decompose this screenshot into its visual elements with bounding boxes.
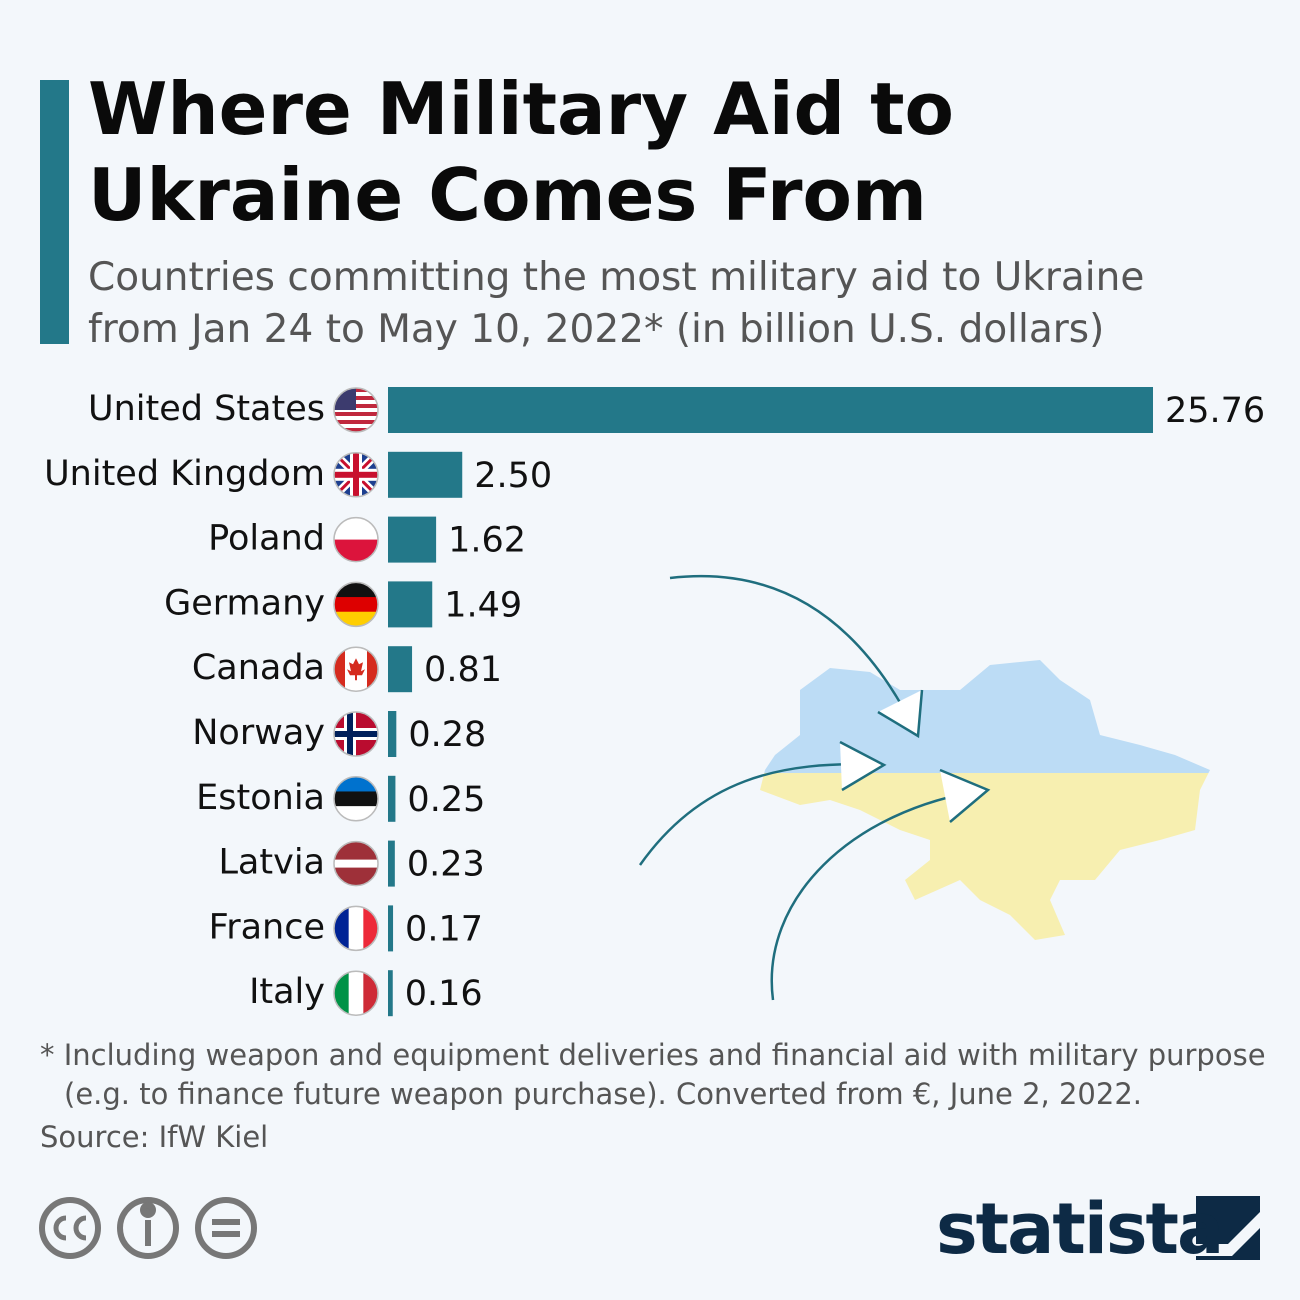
flag-part bbox=[356, 647, 368, 692]
flag-shapes bbox=[334, 517, 378, 562]
bar bbox=[388, 646, 413, 693]
flag-part bbox=[334, 428, 378, 432]
flag-part bbox=[334, 731, 378, 737]
logo-mark bbox=[1196, 1196, 1260, 1260]
flag-part bbox=[348, 906, 364, 951]
category-label: Estonia bbox=[196, 778, 325, 818]
flag-ring bbox=[333, 905, 379, 952]
flag-ring bbox=[333, 387, 379, 433]
logo: statista bbox=[936, 1188, 1224, 1270]
flag-part bbox=[334, 412, 378, 417]
value-label: 0.28 bbox=[408, 715, 486, 755]
flag-ring bbox=[333, 516, 379, 563]
value-label: 0.16 bbox=[405, 974, 483, 1014]
flag-part bbox=[334, 776, 378, 792]
source: Source: IfW Kiel bbox=[40, 1120, 269, 1154]
category-label: Poland bbox=[208, 519, 325, 559]
chart-title: Where Military Aid to Ukraine Comes From bbox=[88, 67, 955, 237]
flag-part bbox=[334, 597, 378, 613]
category-label: United States bbox=[88, 389, 325, 429]
value-label: 2.50 bbox=[474, 456, 552, 496]
flag-part bbox=[347, 658, 365, 681]
flag-part bbox=[334, 859, 378, 868]
chart-subtitle: Countries committing the most military a… bbox=[88, 255, 1145, 352]
flag-part bbox=[334, 517, 378, 541]
bar bbox=[388, 711, 397, 757]
flag-part bbox=[334, 971, 350, 1016]
flag-ring bbox=[333, 452, 379, 498]
flag-part bbox=[334, 408, 378, 413]
flag bbox=[334, 841, 378, 886]
value-label: 0.81 bbox=[424, 650, 502, 690]
flag bbox=[334, 712, 378, 756]
arrows bbox=[638, 574, 991, 1001]
category-label: Canada bbox=[192, 648, 325, 688]
flag bbox=[334, 647, 378, 692]
flag-shapes bbox=[334, 712, 378, 756]
flag bbox=[334, 388, 378, 432]
flag-ring bbox=[333, 970, 379, 1016]
flag bbox=[334, 582, 378, 627]
value-label: 1.62 bbox=[448, 521, 526, 561]
flag-part bbox=[334, 416, 378, 421]
flag-part bbox=[367, 647, 378, 692]
flag-ring bbox=[333, 711, 379, 757]
title-accent bbox=[40, 80, 69, 344]
flag-part bbox=[334, 647, 346, 692]
category-label: Latvia bbox=[218, 843, 325, 883]
bar bbox=[388, 905, 394, 952]
flag-ring bbox=[333, 776, 379, 822]
value-label: 0.25 bbox=[407, 780, 485, 820]
flag-ring bbox=[333, 840, 379, 887]
bar bbox=[388, 840, 395, 887]
category-label: Italy bbox=[249, 972, 325, 1012]
flag-part bbox=[334, 906, 350, 951]
flag bbox=[334, 906, 378, 951]
flag-part bbox=[334, 471, 378, 478]
value-label: 0.17 bbox=[405, 909, 483, 949]
flag-shapes bbox=[334, 841, 378, 886]
category-label: United Kingdom bbox=[44, 454, 325, 494]
category-label: Germany bbox=[164, 583, 325, 623]
bar bbox=[388, 516, 437, 563]
flag bbox=[334, 517, 378, 562]
flag-part bbox=[334, 424, 378, 429]
bar bbox=[388, 775, 396, 822]
bar bbox=[388, 451, 463, 498]
flag-shapes bbox=[334, 647, 378, 692]
flag-part bbox=[334, 582, 378, 598]
bar bbox=[388, 387, 1153, 433]
flag-ring bbox=[333, 646, 379, 692]
category-label: France bbox=[209, 907, 325, 947]
value-label: 0.23 bbox=[407, 845, 485, 885]
license-icons bbox=[39, 1197, 257, 1259]
flag-part bbox=[334, 539, 378, 562]
ukraine-map bbox=[760, 660, 1210, 940]
flag-part bbox=[334, 791, 378, 807]
flag-part bbox=[348, 971, 364, 1016]
flag-shapes bbox=[334, 906, 378, 951]
value-label: 25.76 bbox=[1165, 391, 1265, 431]
category-label: Norway bbox=[192, 713, 325, 753]
flag-shapes bbox=[334, 582, 378, 627]
flag-part bbox=[334, 420, 378, 425]
flag-ring bbox=[333, 581, 379, 628]
value-label: 1.49 bbox=[444, 585, 522, 625]
bar bbox=[388, 581, 433, 628]
flag-shapes bbox=[334, 388, 378, 432]
footnote: * Including weapon and equipment deliver… bbox=[40, 1038, 1266, 1111]
bar bbox=[388, 970, 393, 1017]
